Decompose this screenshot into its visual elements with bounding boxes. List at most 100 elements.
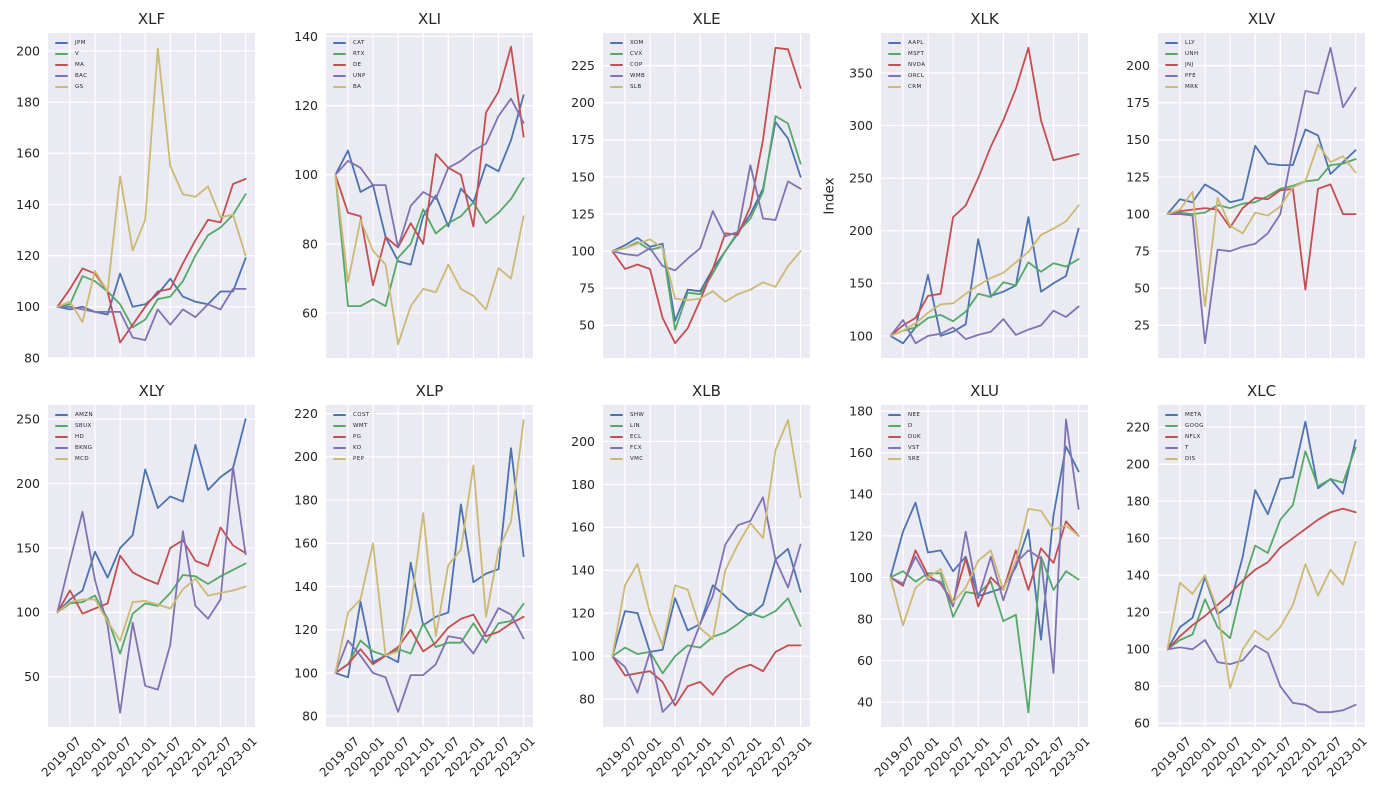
legend-label: SHW: [630, 412, 645, 418]
y-tick-label: 80: [579, 691, 595, 706]
y-tick-label: 120: [294, 622, 318, 637]
y-tick-label: 120: [571, 606, 595, 621]
y-tick-label: 200: [1126, 58, 1150, 73]
y-tick-label: 150: [571, 169, 595, 184]
legend-label: PFE: [1185, 73, 1197, 79]
legend-item-LLY: LLY: [1165, 39, 1198, 47]
series-line-T: [1166, 639, 1357, 714]
series-line-BKNG: [56, 465, 247, 714]
legend-swatch-icon: [1165, 435, 1178, 439]
legend-label: META: [1185, 412, 1202, 418]
y-tick-label: 300: [849, 118, 873, 133]
y-tick-label: 180: [1126, 494, 1150, 509]
plot-area-XLP: 801001201401601802002202019-072020-01202…: [294, 405, 538, 780]
legend-swatch-icon: [888, 41, 901, 45]
y-tick-label: 80: [857, 611, 873, 626]
chart-title-XLV: XLV: [1247, 10, 1276, 28]
series-line-NVDA: [889, 46, 1080, 337]
y-tick-label: 50: [1134, 281, 1150, 296]
legend-swatch-icon: [333, 74, 346, 78]
series-line-UNP: [334, 97, 525, 249]
series-line-VMC: [611, 419, 802, 658]
legend-swatch-icon: [333, 424, 346, 428]
legend-swatch-icon: [333, 435, 346, 439]
chart-title-XLF: XLF: [137, 10, 166, 28]
y-tick-label: 225: [571, 58, 595, 73]
y-axis-label-wrap: Index: [813, 33, 847, 358]
legend-label: ECL: [630, 434, 642, 440]
series-line-PEP: [334, 419, 525, 674]
legend-item-META: META: [1165, 411, 1204, 419]
y-tick-label: 25: [1134, 318, 1150, 333]
y-tick-label: 125: [571, 206, 595, 221]
y-tick-label: 120: [1126, 605, 1150, 620]
y-tick-label: 180: [294, 492, 318, 507]
legend-XLE: XOM CVX COP WMB SLB: [610, 39, 645, 91]
y-tick-label: 75: [579, 281, 595, 296]
series-line-COP: [611, 46, 802, 345]
legend-swatch-icon: [610, 41, 623, 45]
subplot-XLP: XLP 80 100 120 140 160 180 200 220 2019-07 2020-01…: [294, 382, 538, 780]
chart-title-XLP: XLP: [415, 382, 444, 400]
y-tick-label: 200: [1126, 457, 1150, 472]
legend-label: MSFT: [908, 51, 925, 57]
subplot-XLU: XLU 40 60 80 100 120 140 160 180 2019-07 2020-01 20…: [849, 382, 1093, 780]
legend-swatch-icon: [888, 413, 901, 417]
legend-swatch-icon: [610, 446, 623, 450]
legend-swatch-icon: [1165, 63, 1178, 67]
legend-item-ORCL: ORCL: [888, 72, 925, 80]
legend-item-GOOG: GOOG: [1165, 422, 1204, 430]
legend-swatch-icon: [610, 413, 623, 417]
legend-item-KO: KO: [333, 444, 370, 452]
chart-title-XLI: XLI: [417, 10, 442, 28]
series-line-DE: [334, 45, 525, 287]
y-tick-label: 160: [1126, 531, 1150, 546]
y-tick-label: 120: [849, 528, 873, 543]
y-tick-label: 200: [571, 434, 595, 449]
y-tick-label: 140: [16, 197, 40, 212]
legend-label: DIS: [1185, 456, 1196, 462]
y-tick-label: 100: [294, 167, 318, 182]
legend-swatch-icon: [1165, 85, 1178, 89]
legend-item-AMZN: AMZN: [55, 411, 93, 419]
legend-item-MSFT: MSFT: [888, 50, 925, 58]
y-tick-label: 175: [1126, 95, 1150, 110]
legend-item-BA: BA: [333, 83, 366, 91]
legend-item-UNP: UNP: [333, 72, 366, 80]
series-line-AMZN: [56, 418, 247, 614]
legend-item-BAC: BAC: [55, 72, 87, 80]
legend-label: D: [908, 423, 913, 429]
y-tick-label: 160: [849, 445, 873, 460]
series-line-GOOG: [1166, 446, 1357, 651]
legend-label: DUK: [908, 434, 922, 440]
legend-label: WMB: [630, 73, 646, 79]
legend-swatch-icon: [55, 85, 68, 89]
legend-label: JPM: [75, 40, 86, 46]
chart-title-XLY: XLY: [138, 382, 165, 400]
legend-label: MA: [75, 62, 85, 68]
legend-swatch-icon: [888, 85, 901, 89]
legend-swatch-icon: [610, 85, 623, 89]
y-tick-label: 180: [571, 477, 595, 492]
legend-label: NEE: [908, 412, 921, 418]
legend-item-NVDA: NVDA: [888, 61, 925, 69]
legend-item-BKNG: BKNG: [55, 444, 93, 452]
legend-label: T: [1185, 445, 1189, 451]
plot-area-XLI: 60 80 100 120 140: [294, 29, 533, 358]
series-line-BA: [334, 173, 525, 346]
plot-area-XLF: 80 100 120 140 160 180 200: [16, 33, 255, 365]
plot-area-XLV: 25 50 75 100 125 150 175 200: [1126, 33, 1365, 358]
legend-item-JPM: JPM: [55, 39, 87, 47]
legend-XLP: COST WMT PG KO PEP: [333, 411, 370, 463]
legend-label: SRE: [908, 456, 920, 462]
series-line-ORCL: [889, 305, 1080, 345]
y-tick-label: 50: [579, 318, 595, 333]
legend-item-JNJ: JNJ: [1165, 61, 1198, 69]
y-tick-label: 150: [849, 276, 873, 291]
legend-swatch-icon: [333, 63, 346, 67]
series-line-MRK: [1166, 143, 1357, 308]
y-tick-label: 100: [294, 665, 318, 680]
y-tick-label: 140: [849, 487, 873, 502]
y-tick-label: 140: [1126, 568, 1150, 583]
legend-label: AAPL: [908, 40, 924, 46]
